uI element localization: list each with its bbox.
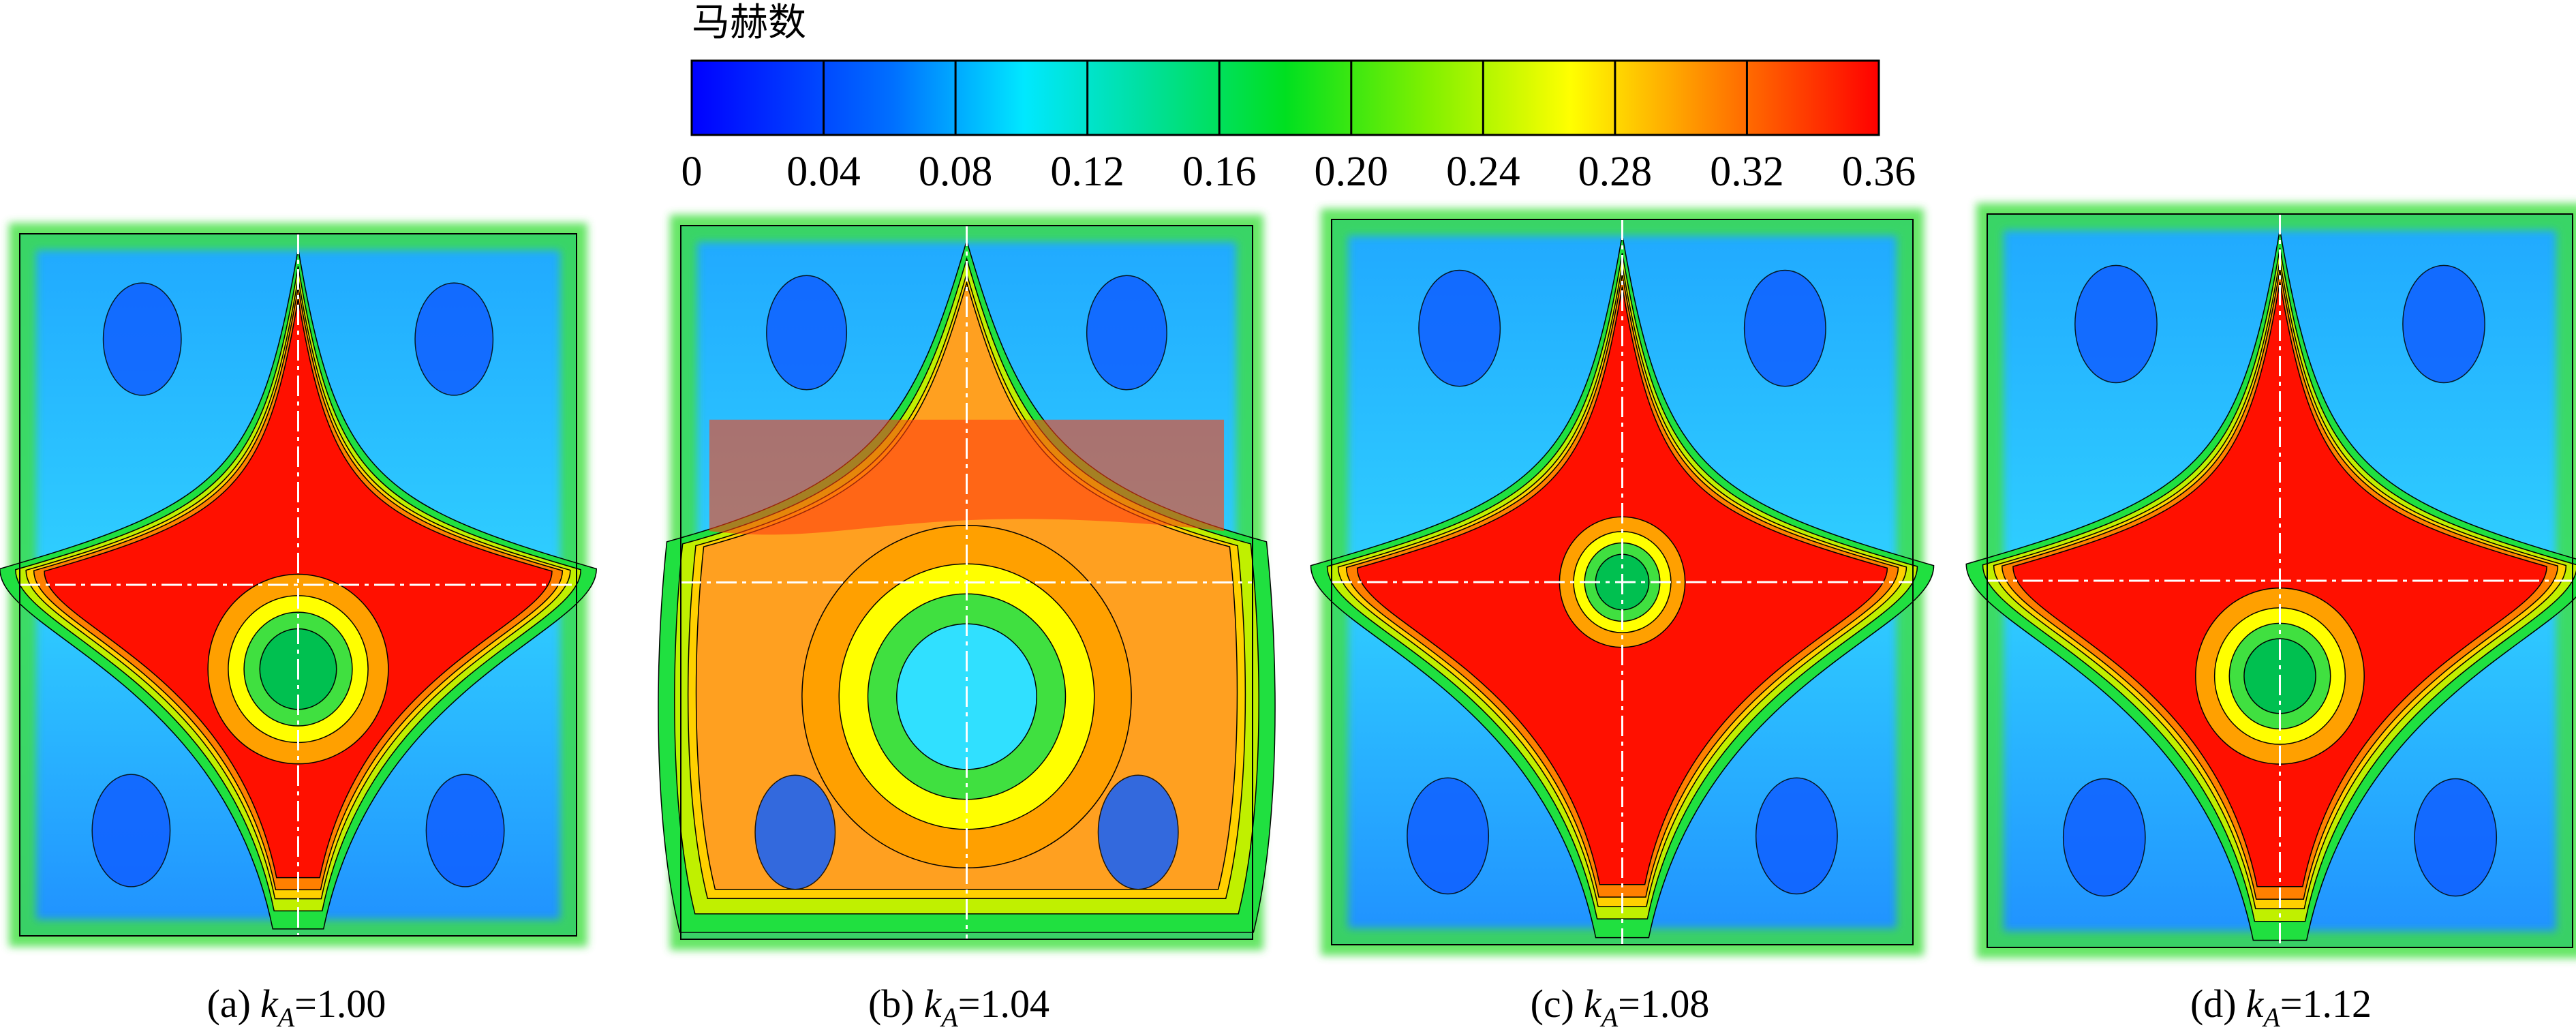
- panel-border: [1331, 219, 1914, 945]
- panel-caption: (b) kA=1.04: [868, 982, 1049, 1033]
- contour-vortex: [1756, 778, 1837, 894]
- panel-caption: (c) kA=1.08: [1531, 982, 1710, 1033]
- panel-caption: (d) kA=1.12: [2190, 982, 2372, 1033]
- contour-panel: [0, 234, 596, 936]
- colorbar-tick-label: 0.36: [1842, 149, 1916, 195]
- contour-vortex: [2403, 265, 2485, 382]
- caption-sub: A: [2261, 1002, 2280, 1033]
- contour-vortex: [104, 283, 181, 395]
- caption-label: (d): [2190, 982, 2237, 1026]
- contour-vortex: [426, 774, 504, 887]
- panel-border: [19, 233, 577, 937]
- colorbar-tick-label: 0.16: [1182, 149, 1257, 195]
- caption-label: (b): [868, 982, 915, 1026]
- colorbar-tick-label: 0.28: [1578, 149, 1653, 195]
- panel-border: [1987, 213, 2573, 948]
- colorbar-title: 马赫数: [692, 2, 806, 44]
- caption-var: k: [2246, 982, 2265, 1026]
- caption-label: (a): [207, 982, 251, 1026]
- caption-var: k: [1584, 982, 1602, 1026]
- caption-value: =1.08: [1618, 982, 1709, 1026]
- colorbar-tick-label: 0.08: [919, 149, 993, 195]
- caption-value: =1.00: [294, 982, 386, 1026]
- contour-panel: [1310, 219, 1933, 945]
- colorbar-tick-label: 0.20: [1315, 149, 1389, 195]
- contour-vortex: [1745, 270, 1826, 386]
- contour-vortex: [1087, 275, 1167, 390]
- colorbar-tick-label: 0: [681, 149, 703, 195]
- colorbar-tick-label: 0.12: [1050, 149, 1124, 195]
- contour-vortex: [2414, 779, 2496, 896]
- contour-vortex: [2064, 779, 2145, 896]
- caption-value: =1.12: [2280, 982, 2372, 1026]
- caption-sub: A: [1599, 1002, 1619, 1033]
- contour-vortex: [2075, 265, 2157, 382]
- colorbar-tick-label: 0.24: [1446, 149, 1520, 195]
- contour-panel: [1966, 214, 2576, 947]
- colorbar-tick-label: 0.32: [1710, 149, 1784, 195]
- caption-label: (c): [1531, 982, 1574, 1026]
- contour-vortex: [1407, 778, 1488, 894]
- contour-vortex: [767, 275, 846, 390]
- contour-vortex: [755, 775, 835, 889]
- contour-panel: [658, 226, 1275, 939]
- contour-vortex: [1419, 270, 1500, 386]
- caption-var: k: [924, 982, 942, 1026]
- caption-sub: A: [276, 1002, 295, 1033]
- contour-vortex: [415, 283, 493, 395]
- panel-border: [680, 225, 1253, 940]
- contour-vortex: [1098, 775, 1178, 889]
- colorbar-tick-label: 0.04: [786, 149, 861, 195]
- caption-var: k: [260, 982, 279, 1026]
- caption-value: =1.04: [958, 982, 1049, 1026]
- caption-sub: A: [939, 1002, 958, 1033]
- colorbar: [690, 59, 1880, 136]
- contour-vortex: [92, 774, 170, 887]
- panel-caption: (a) kA=1.00: [207, 982, 386, 1033]
